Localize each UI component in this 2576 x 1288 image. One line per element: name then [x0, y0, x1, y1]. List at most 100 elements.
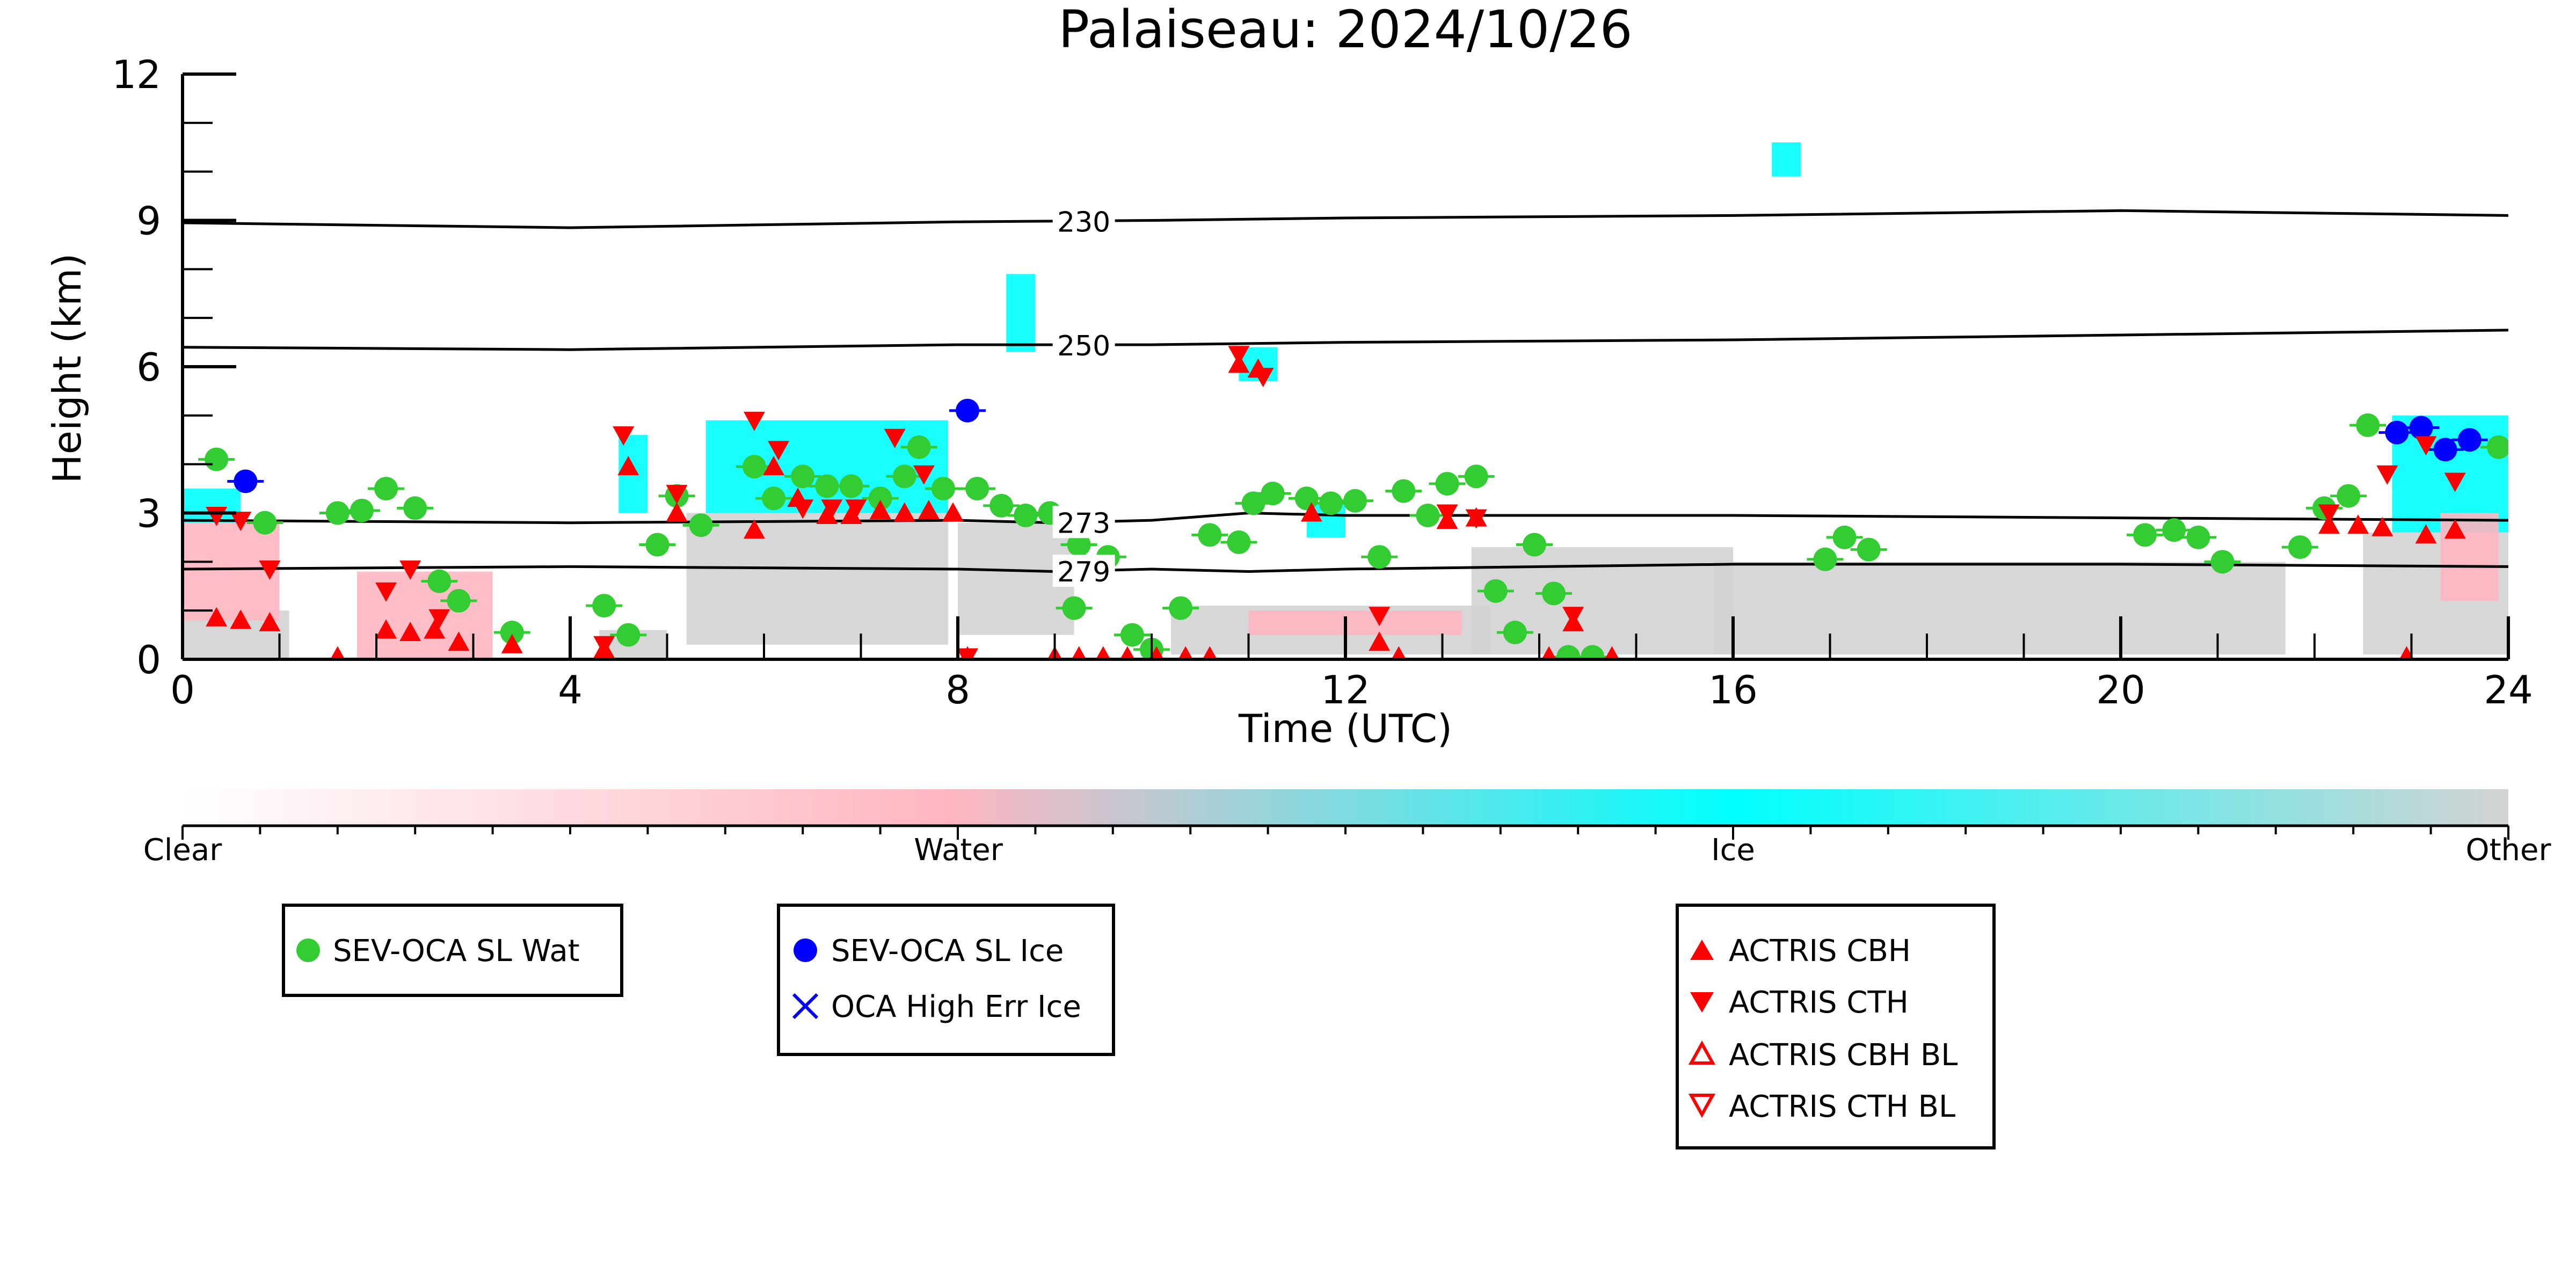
actris-cbh-point-5 — [399, 622, 421, 642]
actris-cth-point-1 — [230, 512, 252, 532]
y-tick-label-3: 3 — [136, 491, 161, 536]
actris-cbh-point-13 — [763, 456, 785, 476]
isotherm-label-bg-230 — [1052, 205, 1115, 237]
colorbar-gradient — [183, 789, 2508, 826]
actris-cbh-point-24 — [1096, 646, 1111, 659]
actris-cbh-point-31 — [1300, 502, 1322, 522]
sev-oca-sl-wat-point-60 — [2337, 484, 2361, 508]
sev-oca-sl-wat-point-7 — [447, 589, 471, 613]
actris-cbh-point-32 — [1369, 631, 1391, 651]
colorbar-label-other: Other — [2465, 833, 2551, 868]
isotherm-layer — [183, 209, 2508, 573]
actris-cth-point-3 — [375, 582, 397, 602]
sev-oca-sl-wat-point-40 — [1367, 545, 1392, 569]
sev-oca-sl-wat-point-49 — [1556, 645, 1581, 659]
sev-oca-sl-wat-point-3 — [350, 498, 374, 522]
sev-oca-sl-wat-point-42 — [1416, 504, 1440, 528]
legend-sevoca-ice-marker — [794, 938, 817, 962]
actris-cth-point-12 — [821, 499, 843, 519]
sev-oca-sl-wat-point-4 — [374, 477, 398, 501]
legend-actris-cth-bl-label: ACTRIS CTH BL — [1729, 1089, 1955, 1124]
axes: 0 3 6 9 12 0 4 8 12 16 20 24 — [112, 52, 2533, 712]
sev-oca-sl-wat-point-22 — [931, 477, 955, 501]
actris-cbh-point-2 — [259, 612, 281, 631]
actris-cbh-point-39 — [2318, 514, 2340, 534]
isotherm-label-bg-273 — [1052, 506, 1115, 539]
actris-cbh-point-40 — [2347, 514, 2369, 534]
sev-oca-sl-wat-point-13 — [689, 513, 713, 537]
isotherm-250 — [183, 329, 2508, 351]
sev-oca-sl-wat-point-32 — [1169, 596, 1193, 620]
isotherm-label-250: 250 — [1057, 330, 1110, 362]
actris-cth-point-14 — [884, 428, 906, 448]
x-axis-label: Time (UTC) — [1238, 706, 1452, 751]
sev-oca-sl-wat-point-52 — [1832, 525, 1857, 549]
cloud-mask-ice-2 — [183, 489, 241, 523]
sev-oca-sl-wat-point-16 — [791, 464, 815, 489]
isotherm-label-273: 273 — [1057, 507, 1110, 540]
sev-oca-sl-wat-point-43 — [1435, 472, 1459, 496]
actris-cth-point-23 — [2318, 504, 2340, 524]
sev-oca-sl-wat-point-28 — [1067, 533, 1091, 557]
actris-cth-point-24 — [2376, 465, 2398, 485]
isotherm-230 — [183, 209, 2508, 229]
sev-oca-sl-wat-point-21 — [907, 435, 931, 459]
actris-cbh-point-38 — [1604, 646, 1620, 659]
x-tick-label-0: 0 — [170, 667, 195, 712]
legend-sevoca-water-label: SEV-OCA SL Wat — [333, 934, 580, 969]
actris-cbh-point-42 — [2399, 646, 2414, 659]
sev-oca-sl-wat-point-24 — [989, 493, 1014, 518]
legend-actris-cbh-bl-marker — [1688, 1040, 1716, 1065]
sev-oca-sl-wat-point-45 — [1483, 579, 1508, 603]
actris-cbh-point-6 — [424, 619, 446, 639]
actris-cth-point-22 — [1562, 607, 1584, 627]
sev-oca-sl-wat-point-53 — [1857, 537, 1881, 562]
sev-oca-sl-wat-point-46 — [1503, 621, 1527, 645]
actris-cbh-point-20 — [942, 502, 964, 522]
cloud-mask-ice-18 — [1772, 142, 1801, 177]
x-tick-label-16: 16 — [1708, 667, 1758, 712]
sev-oca-sl-wat-point-54 — [2133, 523, 2157, 547]
cloud-mask-water-1 — [183, 522, 280, 621]
sev-oca-sl-wat-point-37 — [1294, 486, 1319, 511]
sev-oca-sl-wat-point-61 — [2356, 413, 2380, 437]
actris-cth-point-19 — [1369, 607, 1391, 627]
sev-oca-sl-wat-point-2 — [325, 501, 350, 525]
sev-oca-sl-wat-point-56 — [2186, 525, 2210, 549]
legend-actris: ACTRIS CBH ACTRIS CTH ACTRIS CBH BL ACTR… — [1676, 904, 1996, 1149]
actris-cbh-point-43 — [2415, 524, 2437, 544]
isotherm-label-230: 230 — [1057, 206, 1110, 238]
sev-oca-sl-wat-point-36 — [1261, 482, 1285, 506]
actris-cbh-point-19 — [918, 499, 940, 519]
sev-oca-sl-wat-point-18 — [839, 474, 863, 498]
actris-cth-point-8 — [666, 485, 688, 505]
sev-oca-sl-ice-point-2 — [2385, 420, 2409, 445]
colorbar-ticks — [181, 824, 2509, 840]
colorbar: Clear Water Ice Other — [143, 789, 2551, 868]
isotherm-273 — [183, 511, 2508, 525]
actris-cbh-point-36 — [1541, 646, 1556, 659]
actris-cbh-point-25 — [1120, 646, 1135, 659]
sev-oca-sl-wat-point-41 — [1392, 479, 1416, 503]
actris-cbh-point-3 — [330, 646, 345, 659]
cloud-mask-water-17 — [2440, 513, 2499, 601]
sev-oca-sl-ice-point-4 — [2433, 438, 2457, 462]
sev-oca-sl-wat-point-23 — [965, 477, 989, 501]
sev-oca-sl-wat-point-27 — [1062, 596, 1086, 620]
actris-cth-point-2 — [259, 560, 281, 580]
x-tick-label-20: 20 — [2096, 667, 2145, 712]
actris-cth-point-21 — [1465, 509, 1487, 529]
sev-oca-sl-wat-point-9 — [592, 594, 616, 618]
sev-oca-sl-wat-point-47 — [1522, 533, 1546, 557]
sev-oca-sl-wat-point-55 — [2162, 518, 2186, 542]
actris-cbh-point-16 — [840, 505, 862, 525]
legend-sevoca-water-marker — [296, 938, 320, 962]
actris-cbh-point-11 — [666, 502, 688, 522]
actris-cbh-point-44 — [2444, 519, 2466, 539]
sev-oca-sl-ice-point-3 — [2409, 416, 2433, 440]
y-tick-label-9: 9 — [136, 199, 161, 244]
colorbar-label-clear: Clear — [143, 833, 222, 868]
actris-cbh-point-18 — [893, 502, 915, 522]
actris-cth-point-5 — [428, 609, 450, 629]
